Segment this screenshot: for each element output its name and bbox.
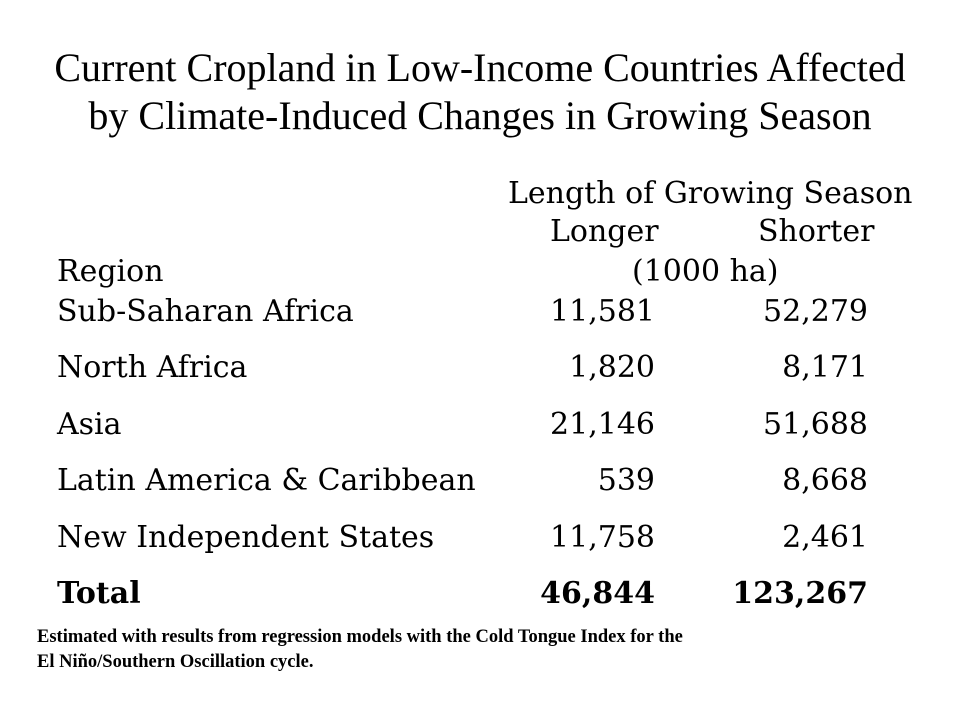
- longer-value: 11,758: [550, 520, 655, 555]
- total-shorter-value: 123,267: [732, 576, 868, 611]
- footnote: Estimated with results from regression m…: [37, 625, 917, 675]
- shorter-value: 51,688: [763, 407, 868, 442]
- table-row: Latin America & Caribbean 539 8,668: [0, 461, 960, 501]
- longer-value: 1,820: [569, 350, 655, 385]
- table-row: North Africa 1,820 8,171: [0, 348, 960, 388]
- title-line-1: Current Cropland in Low-Income Countries…: [54, 45, 906, 90]
- longer-value: 11,581: [550, 294, 655, 329]
- footnote-line-2: El Niño/Southern Oscillation cycle.: [37, 652, 314, 672]
- region-name: New Independent States: [57, 520, 435, 555]
- total-longer-value: 46,844: [540, 576, 655, 611]
- longer-column-header: Longer: [550, 214, 659, 249]
- region-name: Sub-Saharan Africa: [57, 294, 354, 329]
- shorter-value: 2,461: [782, 520, 868, 555]
- region-name: North Africa: [57, 350, 248, 385]
- region-name: Asia: [57, 407, 122, 442]
- shorter-column-header: Shorter: [758, 214, 875, 249]
- slide-title: Current Cropland in Low-Income Countries…: [0, 44, 960, 140]
- footnote-line-1: Estimated with results from regression m…: [37, 627, 683, 647]
- region-name: Latin America & Caribbean: [57, 463, 476, 498]
- longer-value: 539: [597, 463, 655, 498]
- shorter-value: 8,668: [782, 463, 868, 498]
- unit-label: (1000 ha): [632, 254, 779, 289]
- shorter-value: 8,171: [782, 350, 868, 385]
- table-row: Sub-Saharan Africa 11,581 52,279: [0, 292, 960, 332]
- region-column-header: Region: [57, 254, 164, 289]
- table-total-row: Total 46,844 123,267: [0, 574, 960, 614]
- longer-value: 21,146: [550, 407, 655, 442]
- table-row: Asia 21,146 51,688: [0, 405, 960, 445]
- table-row: New Independent States 11,758 2,461: [0, 518, 960, 558]
- title-line-2: by Climate-Induced Changes in Growing Se…: [88, 93, 872, 138]
- growing-season-header: Length of Growing Season: [508, 176, 913, 211]
- total-label: Total: [57, 576, 141, 611]
- shorter-value: 52,279: [763, 294, 868, 329]
